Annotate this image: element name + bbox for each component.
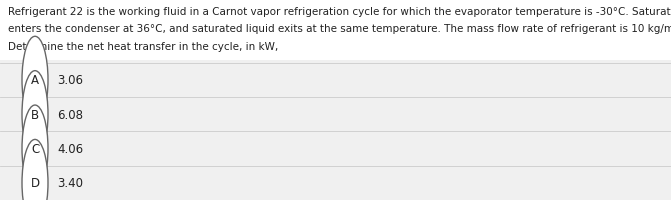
Ellipse shape (22, 37, 48, 123)
Text: Determine the net heat transfer in the cycle, in kW,: Determine the net heat transfer in the c… (8, 42, 278, 52)
Text: 6.08: 6.08 (57, 108, 83, 121)
Text: 4.06: 4.06 (57, 142, 83, 155)
Text: A: A (31, 74, 39, 87)
FancyBboxPatch shape (0, 132, 671, 166)
Text: B: B (31, 108, 39, 121)
Text: D: D (30, 176, 40, 189)
Text: enters the condenser at 36°C, and saturated liquid exits at the same temperature: enters the condenser at 36°C, and satura… (8, 24, 671, 34)
Ellipse shape (22, 140, 48, 200)
FancyBboxPatch shape (0, 63, 671, 97)
FancyBboxPatch shape (0, 97, 671, 132)
Text: 3.40: 3.40 (57, 176, 83, 189)
FancyBboxPatch shape (0, 166, 671, 200)
Text: Refrigerant 22 is the working fluid in a Carnot vapor refrigeration cycle for wh: Refrigerant 22 is the working fluid in a… (8, 7, 671, 17)
FancyBboxPatch shape (0, 0, 671, 60)
Ellipse shape (22, 106, 48, 192)
Text: 3.06: 3.06 (57, 74, 83, 87)
Text: C: C (31, 142, 39, 155)
Ellipse shape (22, 71, 48, 158)
